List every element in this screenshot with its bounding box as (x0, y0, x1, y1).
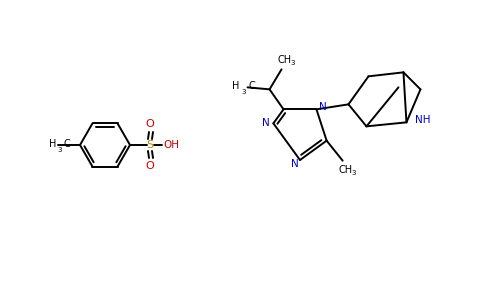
Text: CH: CH (339, 165, 353, 175)
Text: C: C (63, 139, 70, 149)
Text: CH: CH (277, 55, 291, 65)
Text: N: N (262, 118, 270, 128)
Text: NH: NH (415, 115, 430, 125)
Text: N: N (291, 159, 299, 169)
Text: 3: 3 (242, 89, 246, 95)
Text: 3: 3 (58, 146, 62, 152)
Text: H: H (48, 139, 56, 149)
Text: S: S (147, 140, 153, 150)
Text: 3: 3 (290, 60, 295, 66)
Text: C: C (249, 81, 255, 91)
Text: 3: 3 (352, 170, 356, 176)
Text: N: N (318, 102, 326, 112)
Text: O: O (146, 119, 154, 129)
Text: H: H (232, 81, 240, 91)
Text: OH: OH (163, 140, 179, 150)
Text: O: O (146, 161, 154, 171)
